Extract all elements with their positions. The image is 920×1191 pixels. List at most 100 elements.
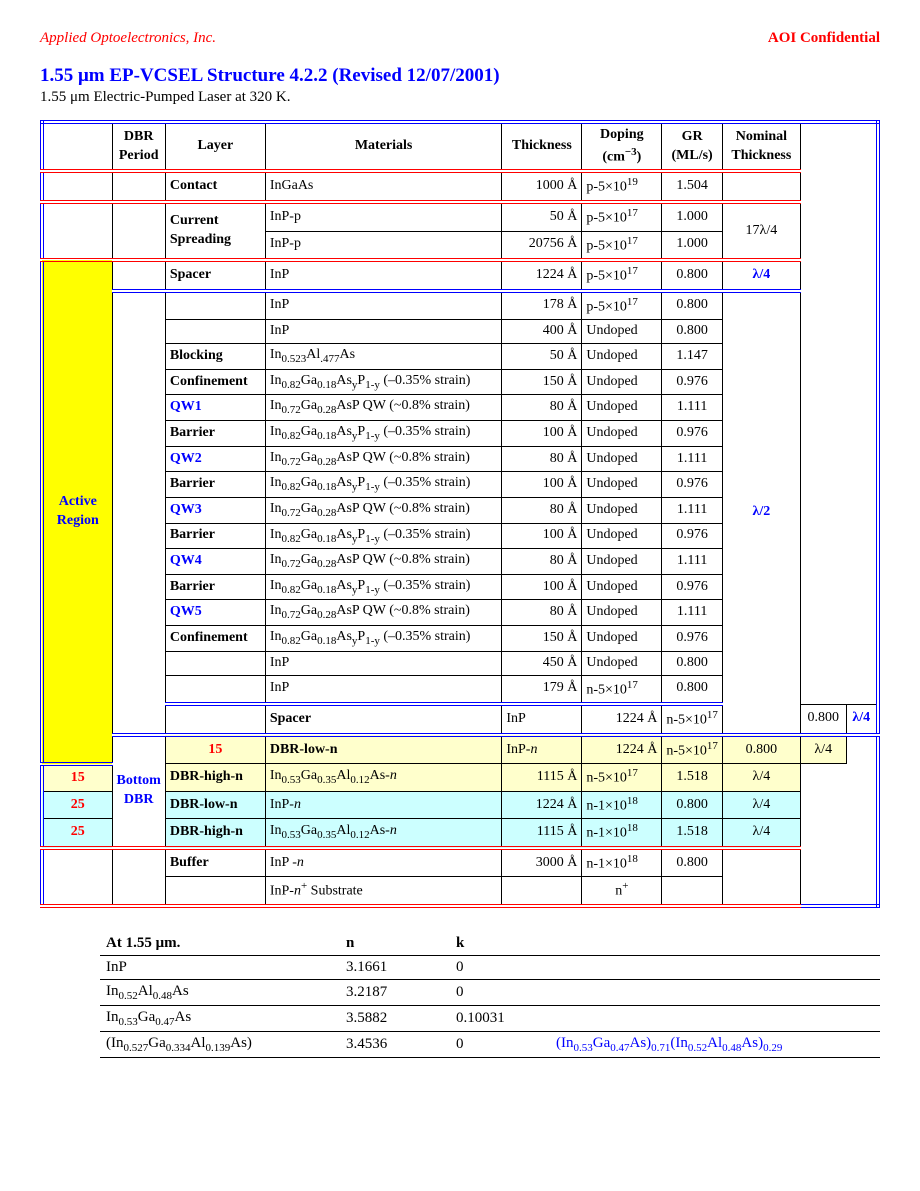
cell: 100 Å [502, 574, 582, 600]
cell: InP-n+ Substrate [265, 877, 502, 906]
cell: 80 Å [502, 395, 582, 421]
cell: 3000 Å [502, 848, 582, 877]
cell: n-5×1017 [662, 704, 723, 735]
cell: InP [265, 651, 502, 675]
cell: p-5×1017 [582, 291, 662, 320]
cell: λ/4 [722, 764, 800, 792]
cell: InP-p [265, 231, 502, 260]
cell: QW4 [165, 549, 265, 575]
cell: 400 Å [502, 320, 582, 344]
cell: p-5×1017 [582, 202, 662, 231]
cell: 1224 Å [582, 735, 662, 764]
cell: DBR-low-n [265, 735, 502, 764]
section-active: Active Region [42, 260, 112, 764]
cell: 0 [450, 956, 550, 980]
header-right: AOI Confidential [768, 30, 880, 47]
cell: In0.523Al.477As [265, 344, 502, 370]
cell: Undoped [582, 626, 662, 652]
cell: 17λ/4 [722, 202, 800, 260]
cell: In0.53Ga0.47As [100, 1006, 340, 1032]
col-layer: Layer [165, 122, 265, 171]
cell [165, 651, 265, 675]
cell: 100 Å [502, 472, 582, 498]
cell: Current Spreading [165, 202, 265, 260]
cell: 3.2187 [340, 980, 450, 1006]
cell: 0 [450, 980, 550, 1006]
cell: Contact [165, 171, 265, 202]
col-thickness: Thickness [502, 122, 582, 171]
cell: InP-n [265, 791, 502, 819]
cell: n-1×1018 [582, 819, 662, 848]
cell [662, 877, 723, 906]
cell [42, 202, 112, 260]
cell: QW1 [165, 395, 265, 421]
cell: In0.82Ga0.18AsyP1-y (–0.35% strain) [265, 420, 502, 446]
cell: 1.504 [662, 171, 723, 202]
cell: In0.82Ga0.18AsyP1-y (–0.35% strain) [265, 574, 502, 600]
cell: 150 Å [502, 626, 582, 652]
cell: In0.72Ga0.28AsP QW (~0.8% strain) [265, 549, 502, 575]
cell: λ/4 [846, 704, 878, 735]
cell: 450 Å [502, 651, 582, 675]
cell: 0.800 [662, 260, 723, 291]
cell: 3.1661 [340, 956, 450, 980]
col-doping: Doping(cm−3) [582, 122, 662, 171]
cell: Spacer [265, 704, 502, 735]
cell: InP [100, 956, 340, 980]
cell: 1.518 [662, 764, 723, 792]
cell: 25 [42, 791, 112, 819]
col-materials: Materials [265, 122, 502, 171]
cell: 0.976 [662, 574, 723, 600]
cell [550, 956, 880, 980]
cell: InGaAs [265, 171, 502, 202]
cell: 80 Å [502, 497, 582, 523]
cell: n-5×1017 [582, 764, 662, 792]
cell: 0 [450, 1032, 550, 1058]
cell [550, 1006, 880, 1032]
cell: Undoped [582, 369, 662, 395]
cell [722, 171, 800, 202]
cell: 1224 Å [582, 704, 662, 735]
cell [165, 291, 265, 320]
cell: Undoped [582, 549, 662, 575]
cell: 0.800 [662, 651, 723, 675]
cell: In0.82Ga0.18AsyP1-y (–0.35% strain) [265, 369, 502, 395]
cell: 0.800 [662, 791, 723, 819]
col-dbr: DBR Period [112, 122, 165, 171]
cell: 25 [42, 819, 112, 848]
cell: InP-p [265, 202, 502, 231]
cell: 1.111 [662, 600, 723, 626]
cell: 0.800 [722, 735, 800, 764]
cell: (In0.527Ga0.334Al0.139As) [100, 1032, 340, 1058]
cell: 0.976 [662, 369, 723, 395]
cell: InP [265, 260, 502, 291]
cell: In0.53Ga0.35Al0.12As-n [265, 819, 502, 848]
cell: Undoped [582, 523, 662, 549]
cell: 3.5882 [340, 1006, 450, 1032]
cell [550, 980, 880, 1006]
cell [42, 171, 112, 202]
cell: QW2 [165, 446, 265, 472]
cell: 0.976 [662, 626, 723, 652]
cell: 15 [42, 764, 112, 792]
cell: Undoped [582, 320, 662, 344]
cell: 0.10031 [450, 1006, 550, 1032]
nk-table: At 1.55 μm. n k InP3.16610 In0.52Al0.48A… [100, 932, 880, 1058]
cell: 178 Å [502, 291, 582, 320]
cell: 0.800 [800, 704, 846, 735]
cell: InP -n [265, 848, 502, 877]
cell: 1224 Å [502, 260, 582, 291]
cell: 1.111 [662, 446, 723, 472]
nk-col-k: k [450, 932, 550, 956]
cell: Spacer [165, 260, 265, 291]
col-gr: GR(ML/s) [662, 122, 723, 171]
cell: 1.111 [662, 549, 723, 575]
cell: 100 Å [502, 420, 582, 446]
structure-table: DBR Period Layer Materials Thickness Dop… [40, 120, 880, 908]
cell [165, 877, 265, 906]
cell: Blocking [165, 344, 265, 370]
cell: λ/4 [722, 791, 800, 819]
cell: In0.72Ga0.28AsP QW (~0.8% strain) [265, 446, 502, 472]
cell: 0.800 [662, 291, 723, 320]
cell: 1.111 [662, 497, 723, 523]
